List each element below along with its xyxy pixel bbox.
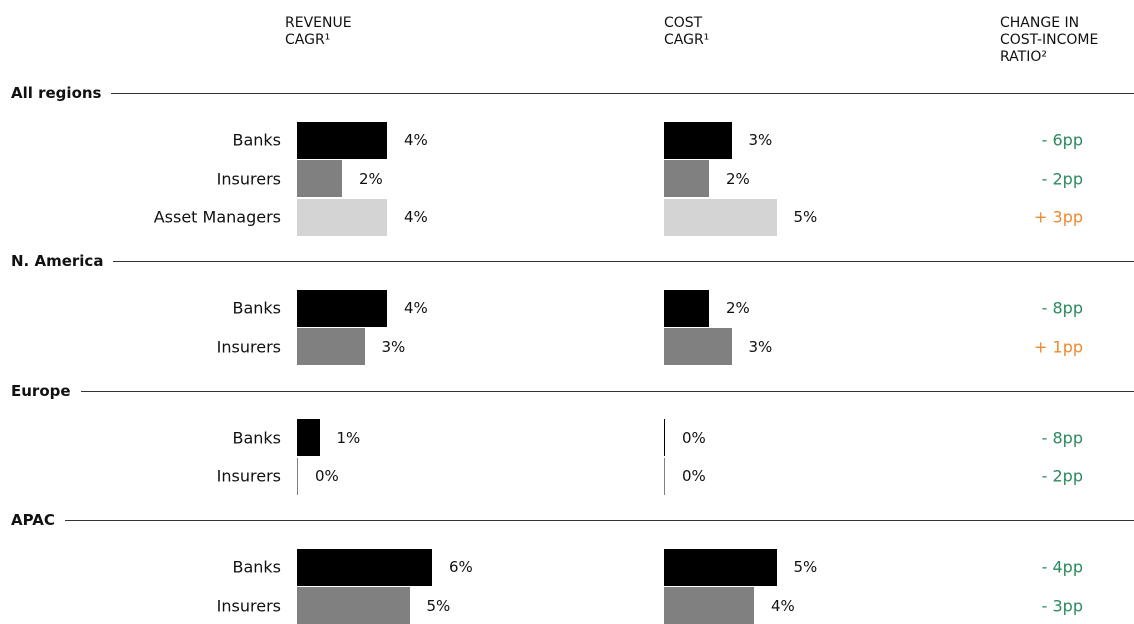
change-label: - 4pp <box>1041 557 1083 577</box>
group-label: Europe <box>11 381 81 400</box>
revenue-bar <box>297 548 432 586</box>
cost-value-label: 2% <box>726 299 750 317</box>
cost-value-label: 2% <box>726 169 750 188</box>
revenue-value-label: 3% <box>381 337 406 356</box>
revenue-value-label: 2% <box>359 169 383 188</box>
cost-value-label: 0% <box>682 428 706 447</box>
group-rule <box>11 390 1134 392</box>
revenue-bar <box>297 160 342 197</box>
revenue-bar <box>297 121 387 159</box>
column-header: COST CAGR¹ <box>664 15 710 48</box>
category-label: Insurers <box>216 596 281 615</box>
change-label: - 2pp <box>1041 169 1083 188</box>
change-label: - 8pp <box>1041 298 1083 318</box>
revenue-value-label: 5% <box>426 596 451 615</box>
cost-value-label: 3% <box>748 337 773 356</box>
category-label: Banks <box>232 557 281 577</box>
category-label: Banks <box>232 298 281 318</box>
change-label: - 3pp <box>1041 596 1083 615</box>
revenue-bar <box>297 289 387 327</box>
revenue-value-label: 4% <box>404 131 428 149</box>
group-rule <box>11 93 1134 94</box>
cost-bar <box>664 289 709 327</box>
change-label: - 8pp <box>1041 428 1083 447</box>
category-label: Insurers <box>216 337 281 356</box>
revenue-bar <box>297 328 365 365</box>
cost-value-label: 5% <box>793 208 818 226</box>
change-label: + 1pp <box>1034 337 1083 356</box>
revenue-value-label: 1% <box>336 428 361 447</box>
cost-bar <box>664 419 665 456</box>
revenue-bar <box>297 587 410 624</box>
cost-value-label: 5% <box>793 558 818 576</box>
cost-bar <box>664 160 709 197</box>
cost-bar <box>664 121 732 159</box>
change-label: - 2pp <box>1041 466 1083 486</box>
cost-bar <box>664 457 665 495</box>
group-rule <box>11 261 1134 262</box>
cost-bar <box>664 198 777 236</box>
cost-bar <box>664 328 732 365</box>
change-label: + 3pp <box>1034 207 1083 227</box>
category-label: Insurers <box>216 169 281 188</box>
cost-value-label: 4% <box>771 596 795 615</box>
category-label: Banks <box>232 130 281 150</box>
group-label: N. America <box>11 252 114 270</box>
revenue-bar <box>297 198 387 236</box>
column-header: CHANGE IN COST-INCOME RATIO² <box>1000 15 1099 65</box>
cost-bar <box>664 587 754 624</box>
revenue-bar <box>297 457 298 495</box>
cost-value-label: 3% <box>748 131 773 149</box>
category-label: Insurers <box>216 466 281 486</box>
change-label: - 6pp <box>1041 130 1083 150</box>
revenue-value-label: 6% <box>449 558 473 576</box>
category-label: Asset Managers <box>153 207 281 227</box>
cost-bar <box>664 548 777 586</box>
revenue-bar <box>297 419 320 456</box>
group-label: All regions <box>11 84 112 102</box>
group-rule <box>11 520 1134 521</box>
revenue-value-label: 0% <box>315 467 339 485</box>
revenue-value-label: 4% <box>404 299 428 317</box>
group-label: APAC <box>11 511 65 529</box>
cost-value-label: 0% <box>682 467 706 485</box>
revenue-value-label: 4% <box>404 208 428 226</box>
category-label: Banks <box>232 428 281 447</box>
column-header: REVENUE CAGR¹ <box>285 15 352 48</box>
